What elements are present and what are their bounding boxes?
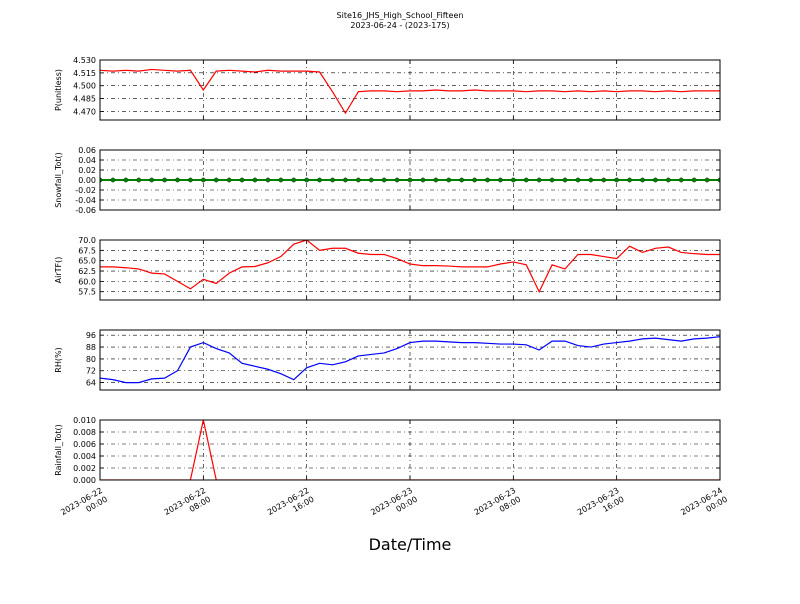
data-point bbox=[381, 177, 387, 183]
data-point bbox=[640, 177, 645, 183]
y-tick-label: 64 bbox=[86, 379, 96, 388]
data-point bbox=[407, 177, 413, 183]
data-point bbox=[162, 177, 167, 183]
y-tick-label: 4.500 bbox=[73, 82, 96, 91]
y-tick-label: 4.470 bbox=[73, 107, 96, 116]
data-point bbox=[536, 177, 542, 183]
y-tick-label: -0.04 bbox=[75, 196, 96, 205]
plot-frame bbox=[99, 149, 721, 211]
data-point bbox=[394, 177, 400, 183]
data-point bbox=[188, 177, 193, 183]
data-point bbox=[136, 177, 142, 183]
data-point bbox=[472, 177, 477, 183]
y-tick-label: 57.5 bbox=[78, 288, 96, 297]
data-point bbox=[459, 177, 465, 183]
data-point bbox=[239, 177, 245, 183]
data-point bbox=[200, 177, 206, 183]
y-tick-label: 70.0 bbox=[78, 236, 96, 245]
y-tick-label: 65.0 bbox=[78, 257, 96, 266]
data-point bbox=[485, 177, 490, 183]
plot-frame bbox=[99, 239, 721, 301]
y-tick-label: 4.485 bbox=[73, 95, 96, 104]
data-line bbox=[100, 336, 720, 384]
data-point bbox=[614, 177, 620, 183]
data-point bbox=[691, 177, 697, 183]
data-point bbox=[446, 177, 452, 183]
data-point bbox=[665, 177, 671, 183]
plot-area bbox=[100, 177, 720, 183]
data-line bbox=[100, 68, 720, 115]
data-point bbox=[317, 177, 322, 183]
data-point bbox=[265, 177, 271, 183]
x-axis-label: Date/Time bbox=[369, 535, 452, 554]
data-point bbox=[678, 177, 684, 183]
y-axis-label: RH(%) bbox=[54, 347, 63, 372]
data-point bbox=[562, 177, 568, 183]
data-point bbox=[523, 177, 529, 183]
data-point bbox=[627, 177, 632, 183]
y-tick-label: 0.00 bbox=[78, 176, 96, 185]
data-point bbox=[343, 177, 348, 183]
y-tick-label: 62.5 bbox=[78, 267, 96, 276]
y-tick-label: 0.04 bbox=[78, 156, 96, 165]
y-tick-label: 0.02 bbox=[78, 166, 96, 175]
data-point bbox=[226, 177, 232, 183]
data-point bbox=[498, 177, 503, 183]
data-point bbox=[149, 177, 155, 183]
y-tick-label: 88 bbox=[86, 343, 96, 352]
data-point bbox=[549, 177, 555, 183]
y-tick-label: 96 bbox=[86, 331, 96, 340]
data-point bbox=[510, 177, 516, 183]
y-tick-label: 0.004 bbox=[73, 452, 96, 461]
plot-area bbox=[100, 68, 720, 115]
chart-title: Site16_JHS_High_School_Fifteen bbox=[337, 11, 464, 20]
data-point bbox=[368, 177, 374, 183]
data-line bbox=[100, 240, 720, 294]
data-point bbox=[330, 177, 335, 183]
y-tick-label: 0.000 bbox=[73, 476, 96, 485]
data-point bbox=[601, 177, 607, 183]
y-tick-label: -0.02 bbox=[75, 186, 96, 195]
data-point bbox=[213, 177, 219, 183]
data-point bbox=[291, 177, 297, 183]
y-tick-label: 4.515 bbox=[73, 69, 96, 78]
y-tick-label: -0.06 bbox=[75, 206, 96, 215]
plot-frame bbox=[99, 59, 721, 121]
plot-area bbox=[100, 336, 720, 384]
data-point bbox=[252, 177, 258, 183]
y-axis-label: Rainfall_Tot() bbox=[54, 424, 63, 476]
data-point bbox=[304, 177, 310, 183]
data-point bbox=[175, 177, 180, 183]
data-point bbox=[588, 177, 594, 183]
chart-subtitle: 2023-06-24 - (2023-175) bbox=[350, 21, 449, 30]
y-tick-label: 80 bbox=[86, 355, 96, 364]
data-point bbox=[653, 177, 658, 183]
data-point bbox=[123, 177, 129, 183]
y-tick-label: 0.002 bbox=[73, 464, 96, 473]
data-point bbox=[110, 177, 116, 183]
y-axis-label: P(unitless) bbox=[54, 69, 63, 111]
data-point bbox=[278, 177, 284, 183]
y-tick-label: 0.006 bbox=[73, 440, 96, 449]
data-point bbox=[433, 177, 439, 183]
data-point bbox=[704, 177, 710, 183]
y-axis-label: AirTF() bbox=[54, 257, 63, 284]
data-point bbox=[420, 177, 426, 183]
plot-area bbox=[100, 240, 720, 294]
y-tick-label: 0.010 bbox=[73, 416, 96, 425]
y-tick-label: 4.530 bbox=[73, 56, 96, 65]
plot-frame bbox=[99, 329, 721, 391]
y-axis-label: Snowfall_Tot() bbox=[54, 152, 63, 208]
plot-frame bbox=[99, 419, 721, 481]
y-tick-label: 67.5 bbox=[78, 246, 96, 255]
data-point bbox=[575, 177, 581, 183]
y-tick-label: 0.008 bbox=[73, 428, 96, 437]
y-tick-label: 60.0 bbox=[78, 277, 96, 286]
y-tick-label: 0.06 bbox=[78, 146, 96, 155]
data-point bbox=[355, 177, 361, 183]
y-tick-label: 72 bbox=[86, 367, 96, 376]
